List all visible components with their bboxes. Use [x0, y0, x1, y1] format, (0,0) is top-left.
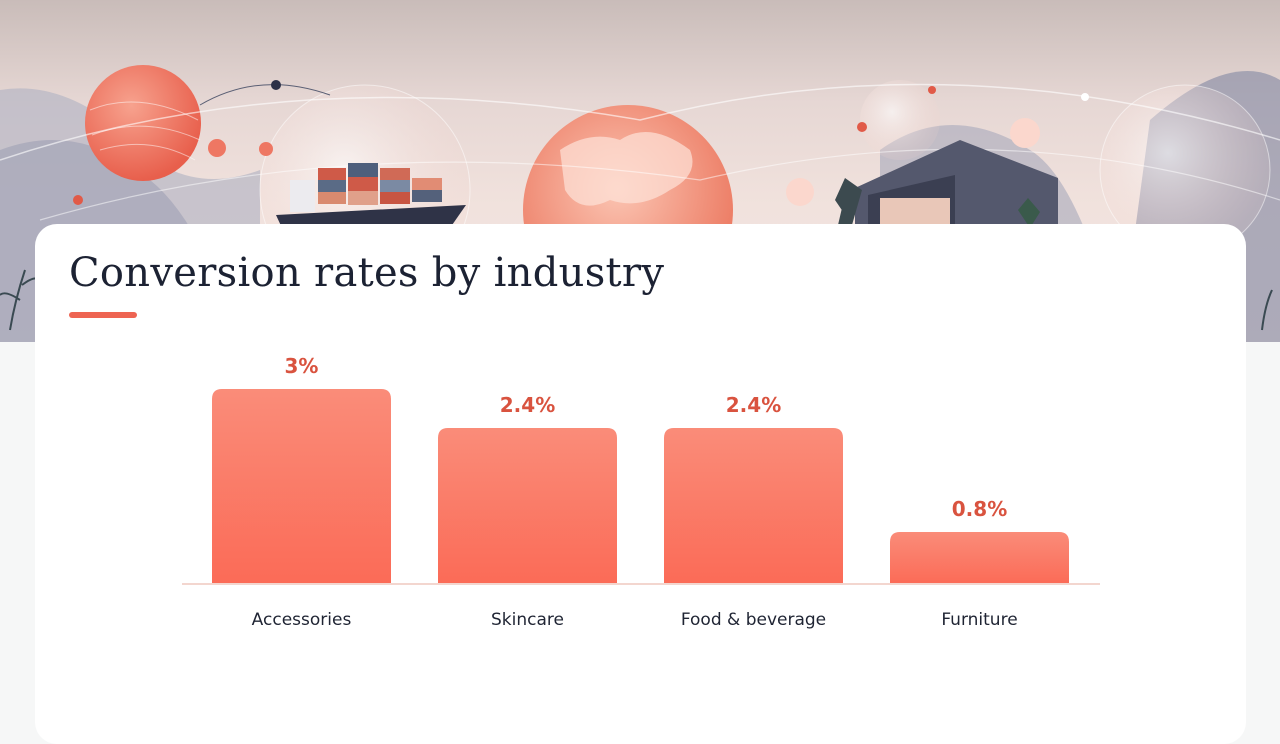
value-label: 2.4%	[500, 393, 555, 417]
bar-chart: 3% 2.4% 2.4% 0.8% Accessories Skincare Food &…	[182, 354, 1100, 630]
bar-accessories	[212, 389, 391, 584]
title-underline	[69, 312, 137, 318]
bar-food-beverage	[664, 428, 843, 584]
category-label: Furniture	[941, 610, 1017, 630]
value-label: 2.4%	[726, 393, 781, 417]
chart-card: Conversion rates by industry 3% 2.4% 2.4% 0…	[35, 224, 1246, 744]
page-title: Conversion rates by industry	[69, 250, 665, 296]
value-label: 3%	[285, 354, 319, 378]
category-label: Accessories	[252, 610, 352, 630]
category-label: Food & beverage	[681, 610, 826, 630]
bar-skincare	[438, 428, 617, 584]
category-label: Skincare	[491, 610, 564, 630]
bar-furniture	[890, 532, 1069, 584]
value-label: 0.8%	[952, 497, 1007, 521]
